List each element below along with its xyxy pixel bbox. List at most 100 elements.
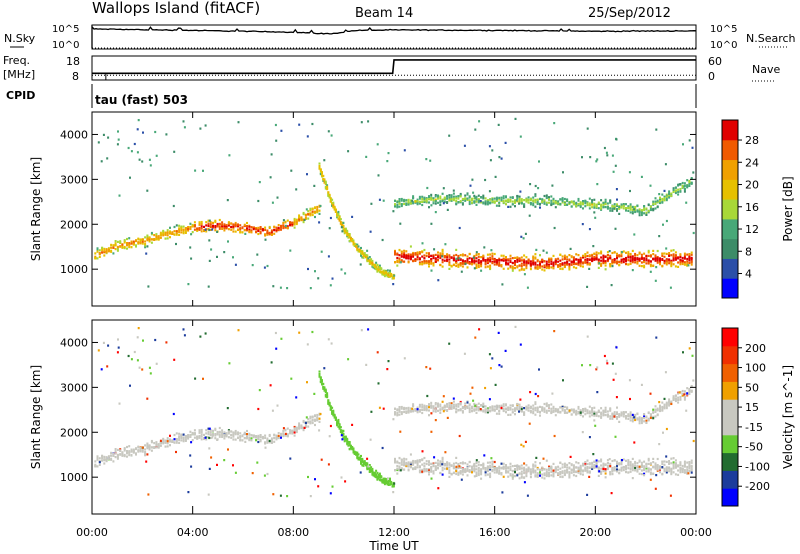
power-echo-527 xyxy=(324,181,327,185)
power-echo-448 xyxy=(295,218,298,221)
power-echo-433 xyxy=(289,221,292,224)
velocity-echo-1435 xyxy=(597,460,600,463)
power-echo-1660 xyxy=(670,261,673,264)
velocity-echo-1259 xyxy=(541,466,544,469)
velocity-echo-1604 xyxy=(652,457,655,460)
velocity-echo-1717 xyxy=(690,461,693,464)
power-echo-43 xyxy=(112,244,115,247)
power-echo-1783 xyxy=(418,200,421,203)
velocity-echo-110 xyxy=(144,454,147,457)
power-echo-1501 xyxy=(620,261,623,264)
velocity-echo-1002 xyxy=(457,462,460,466)
power-echo-1725 xyxy=(394,203,396,206)
power-colorbar-tick-label-0: 4 xyxy=(745,268,752,281)
power-echo-1685 xyxy=(679,263,682,266)
power-echo-1984 xyxy=(511,200,514,203)
velocity-echo-915 xyxy=(430,469,433,473)
power-echo-164 xyxy=(166,232,169,235)
velocity-echo-1766 xyxy=(412,403,415,406)
power-echo-122 xyxy=(148,237,151,240)
power-echo-1018 xyxy=(464,260,467,263)
velocity-echo-795 xyxy=(392,483,395,486)
velocity-echo-897 xyxy=(423,462,426,465)
power-echo-193 xyxy=(180,231,183,234)
power-echo-2147 xyxy=(584,199,587,202)
velocity-echo-1683 xyxy=(679,467,682,470)
power-echo-2363 xyxy=(681,184,684,187)
velocity-echo-1601 xyxy=(652,472,655,475)
velocity-echo-1246 xyxy=(536,475,539,478)
power-echo-2456 xyxy=(652,209,655,212)
power-echo-1572 xyxy=(643,259,646,262)
velocity-echo-756 xyxy=(382,478,385,481)
velocity-echo-1526 xyxy=(627,464,630,467)
velocity-echo-1501 xyxy=(620,469,623,472)
velocity-echo-1167 xyxy=(511,475,514,478)
velocity-echo-2257 xyxy=(634,413,637,417)
power-echo-336 xyxy=(246,225,248,228)
velocity-echo-1406 xyxy=(588,466,591,469)
power-echo-188 xyxy=(178,233,181,236)
power-echo-1190 xyxy=(518,258,521,261)
power-colorbar-tick-label-5: 24 xyxy=(745,156,759,169)
power-echo-1786 xyxy=(421,203,424,207)
power-echo-1269 xyxy=(545,264,548,267)
velocity-echo-17 xyxy=(101,454,104,457)
power-echo-354 xyxy=(252,228,255,231)
velocity-echo-942 xyxy=(439,460,442,463)
power-echo-539 xyxy=(327,191,330,194)
power-echo-279 xyxy=(218,227,221,230)
power-echo-2636 xyxy=(603,146,606,150)
velocity-echo-908 xyxy=(428,473,430,476)
velocity-echo-2231 xyxy=(622,415,625,418)
power-colorbar-tick-label-4: 20 xyxy=(745,179,759,192)
power-echo-2481 xyxy=(534,184,537,188)
power-echo-119 xyxy=(146,239,149,242)
power-echo-622 xyxy=(348,234,351,237)
power-echo-1278 xyxy=(548,260,550,263)
velocity-echo-727 xyxy=(375,469,378,472)
power-echo-1203 xyxy=(523,263,526,267)
velocity-echo-1944 xyxy=(493,405,496,408)
power-echo-2161 xyxy=(591,199,594,202)
power-echo-1738 xyxy=(398,198,401,201)
power-echo-973 xyxy=(448,263,451,266)
power-echo-1758 xyxy=(407,198,410,201)
power-echo-1797 xyxy=(425,200,428,203)
power-echo-804 xyxy=(394,250,396,253)
velocity-echo-1347 xyxy=(570,463,573,466)
velocity-echo-51 xyxy=(116,457,119,460)
velocity-echo-1016 xyxy=(461,470,464,473)
velocity-echo-573 xyxy=(336,420,339,423)
power-echo-2292 xyxy=(649,208,652,211)
power-echo-974 xyxy=(448,255,451,258)
velocity-echo-1492 xyxy=(616,460,618,463)
power-echo-2459 xyxy=(588,228,591,231)
power-echo-134 xyxy=(153,238,156,241)
power-echo-69 xyxy=(123,239,126,242)
velocity-echo-2246 xyxy=(629,413,632,416)
velocity-echo-1643 xyxy=(665,471,668,474)
velocity-echo-1657 xyxy=(670,467,673,470)
power-echo-1046 xyxy=(473,262,476,265)
power-echo-1799 xyxy=(428,201,430,204)
power-echo-1037 xyxy=(468,253,471,256)
velocity-echo-2068 xyxy=(548,409,550,412)
power-echo-2243 xyxy=(627,207,630,210)
power-echo-223 xyxy=(193,224,196,227)
power-echo-2222 xyxy=(618,212,621,215)
power-echo-1004 xyxy=(459,254,462,257)
power-echo-454 xyxy=(298,214,301,217)
power-echo-1415 xyxy=(591,258,594,261)
power-echo-2624 xyxy=(284,224,287,227)
power-echo-2436 xyxy=(377,174,380,177)
power-echo-1239 xyxy=(534,266,537,269)
velocity-echo-854 xyxy=(409,466,412,469)
power-echo-2498 xyxy=(329,216,332,220)
power-echo-1519 xyxy=(625,260,627,263)
power-echo-2087 xyxy=(557,201,560,204)
power-echo-1843 xyxy=(446,201,449,204)
power-echo-2123 xyxy=(572,203,575,206)
velocity-echo-1553 xyxy=(636,466,639,469)
power-echo-2513 xyxy=(136,128,139,131)
